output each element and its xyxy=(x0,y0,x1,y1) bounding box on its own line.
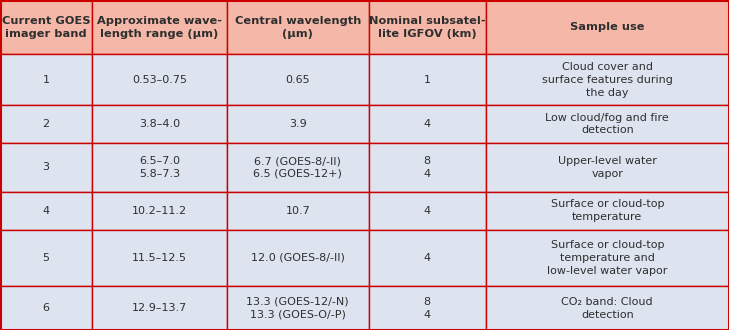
Bar xyxy=(369,192,486,230)
Bar xyxy=(0,286,92,330)
Bar xyxy=(369,143,486,192)
Bar xyxy=(486,54,729,105)
Text: 3.9: 3.9 xyxy=(289,119,307,129)
Bar xyxy=(227,230,369,286)
Text: 1: 1 xyxy=(42,75,50,85)
Bar xyxy=(369,54,486,105)
Text: 5: 5 xyxy=(42,253,50,263)
Bar xyxy=(227,286,369,330)
Text: Sample use: Sample use xyxy=(570,22,644,32)
Bar xyxy=(486,105,729,143)
Text: Surface or cloud-top
temperature and
low-level water vapor: Surface or cloud-top temperature and low… xyxy=(547,240,668,276)
Bar xyxy=(227,54,369,105)
Text: 13.3 (GOES-12/-N)
13.3 (GOES-O/-P): 13.3 (GOES-12/-N) 13.3 (GOES-O/-P) xyxy=(246,297,349,319)
Text: 10.7: 10.7 xyxy=(286,206,310,216)
Text: 3: 3 xyxy=(42,162,50,172)
Text: 6: 6 xyxy=(42,303,50,313)
Text: 4: 4 xyxy=(424,119,431,129)
Bar xyxy=(227,0,369,54)
Text: CO₂ band: Cloud
detection: CO₂ band: Cloud detection xyxy=(561,297,653,319)
Bar xyxy=(0,54,92,105)
Bar xyxy=(0,143,92,192)
Text: 0.53–0.75: 0.53–0.75 xyxy=(132,75,187,85)
Text: Cloud cover and
surface features during
the day: Cloud cover and surface features during … xyxy=(542,62,673,98)
Text: 8
4: 8 4 xyxy=(424,297,431,319)
Bar xyxy=(486,192,729,230)
Bar xyxy=(369,105,486,143)
Bar xyxy=(486,143,729,192)
Bar xyxy=(227,192,369,230)
Text: Upper-level water
vapor: Upper-level water vapor xyxy=(558,156,657,179)
Bar xyxy=(0,0,92,54)
Text: 8
4: 8 4 xyxy=(424,156,431,179)
Bar xyxy=(92,230,227,286)
Text: Surface or cloud-top
temperature: Surface or cloud-top temperature xyxy=(550,199,664,222)
Bar xyxy=(92,286,227,330)
Bar xyxy=(369,0,486,54)
Text: 6.7 (GOES-8/-II)
6.5 (GOES-12+): 6.7 (GOES-8/-II) 6.5 (GOES-12+) xyxy=(254,156,342,179)
Text: Low cloud/fog and fire
detection: Low cloud/fog and fire detection xyxy=(545,113,669,136)
Text: Approximate wave-
length range (μm): Approximate wave- length range (μm) xyxy=(97,16,222,39)
Bar xyxy=(486,286,729,330)
Bar xyxy=(0,192,92,230)
Bar xyxy=(227,105,369,143)
Bar xyxy=(0,230,92,286)
Text: 11.5–12.5: 11.5–12.5 xyxy=(132,253,187,263)
Text: 12.0 (GOES-8/-II): 12.0 (GOES-8/-II) xyxy=(251,253,345,263)
Text: 6.5–7.0
5.8–7.3: 6.5–7.0 5.8–7.3 xyxy=(139,156,180,179)
Text: 4: 4 xyxy=(42,206,50,216)
Bar xyxy=(486,0,729,54)
Text: 3.8–4.0: 3.8–4.0 xyxy=(139,119,180,129)
Text: Current GOES
imager band: Current GOES imager band xyxy=(1,16,90,39)
Bar xyxy=(227,143,369,192)
Bar xyxy=(92,192,227,230)
Bar xyxy=(92,105,227,143)
Text: 10.2–11.2: 10.2–11.2 xyxy=(132,206,187,216)
Bar xyxy=(486,230,729,286)
Text: 1: 1 xyxy=(424,75,431,85)
Text: Central wavelength
(μm): Central wavelength (μm) xyxy=(235,16,361,39)
Text: 4: 4 xyxy=(424,206,431,216)
Bar xyxy=(92,143,227,192)
Text: 0.65: 0.65 xyxy=(286,75,310,85)
Text: 12.9–13.7: 12.9–13.7 xyxy=(132,303,187,313)
Bar xyxy=(92,0,227,54)
Text: 4: 4 xyxy=(424,253,431,263)
Bar xyxy=(0,105,92,143)
Text: Nominal subsatel-
lite IGFOV (km): Nominal subsatel- lite IGFOV (km) xyxy=(369,16,486,39)
Bar xyxy=(92,54,227,105)
Bar xyxy=(369,286,486,330)
Bar xyxy=(369,230,486,286)
Text: 2: 2 xyxy=(42,119,50,129)
